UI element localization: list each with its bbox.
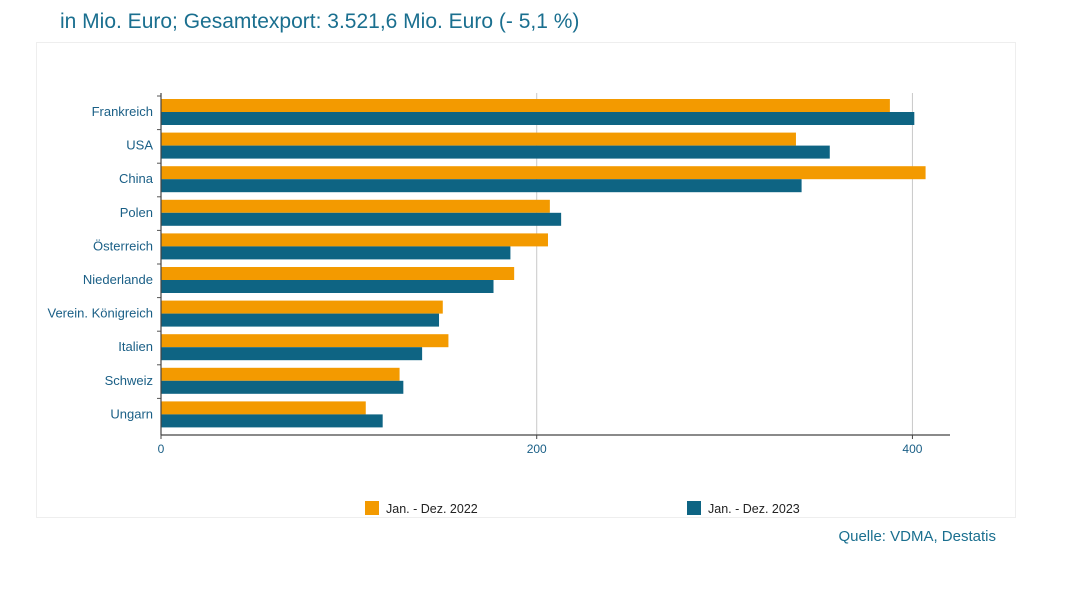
bar-2022-0 <box>161 99 890 112</box>
bar-2023-8 <box>161 380 404 394</box>
legend-label-2022: Jan. - Dez. 2022 <box>386 502 478 516</box>
bar-2022-6 <box>161 300 443 314</box>
x-tick-label-0: 0 <box>158 442 165 456</box>
bar-2022-8 <box>161 367 400 381</box>
x-tick-label-200: 200 <box>527 442 547 456</box>
category-label-5: Niederlande <box>83 272 153 287</box>
bar-2022-4 <box>161 233 548 247</box>
category-label-1: USA <box>126 138 153 153</box>
legend-swatch-2022 <box>365 501 379 515</box>
bar-2023-0 <box>161 112 915 125</box>
bar-2022-3 <box>161 199 550 213</box>
bar-2023-4 <box>161 246 511 260</box>
category-label-0: Frankreich <box>92 104 153 119</box>
bar-2023-9 <box>161 414 383 428</box>
category-label-4: Österreich <box>93 238 153 253</box>
page-title: in Mio. Euro; Gesamtexport: 3.521,6 Mio.… <box>60 10 580 33</box>
bar-2023-2 <box>161 179 802 193</box>
category-label-9: Ungarn <box>110 406 153 421</box>
bar-chart: Frankreich USA China Polen Österreich Niederl… <box>47 93 950 516</box>
legend-label-2023: Jan. - Dez. 2023 <box>708 502 800 516</box>
bar-2023-6 <box>161 313 440 327</box>
bar-2022-9 <box>161 401 366 415</box>
bar-2023-3 <box>161 212 562 226</box>
bar-2023-5 <box>161 280 494 293</box>
bar-2023-7 <box>161 347 423 361</box>
category-label-3: Polen <box>120 205 153 220</box>
bar-2022-5 <box>161 267 515 280</box>
category-label-2: China <box>119 171 154 186</box>
source-note: Quelle: VDMA, Destatis <box>838 528 996 545</box>
bar-2023-1 <box>161 145 830 159</box>
category-label-6: Verein. Königreich <box>47 306 153 321</box>
category-label-8: Schweiz <box>105 373 153 388</box>
bar-2022-2 <box>161 166 926 180</box>
x-tick-label-400: 400 <box>902 442 922 456</box>
bar-2022-1 <box>161 132 796 146</box>
bar-2022-7 <box>161 334 449 348</box>
legend-swatch-2023 <box>687 501 701 515</box>
chart-frame: Frankreich USA China Polen Österreich Niederl… <box>36 42 1016 518</box>
category-label-7: Italien <box>118 339 153 354</box>
